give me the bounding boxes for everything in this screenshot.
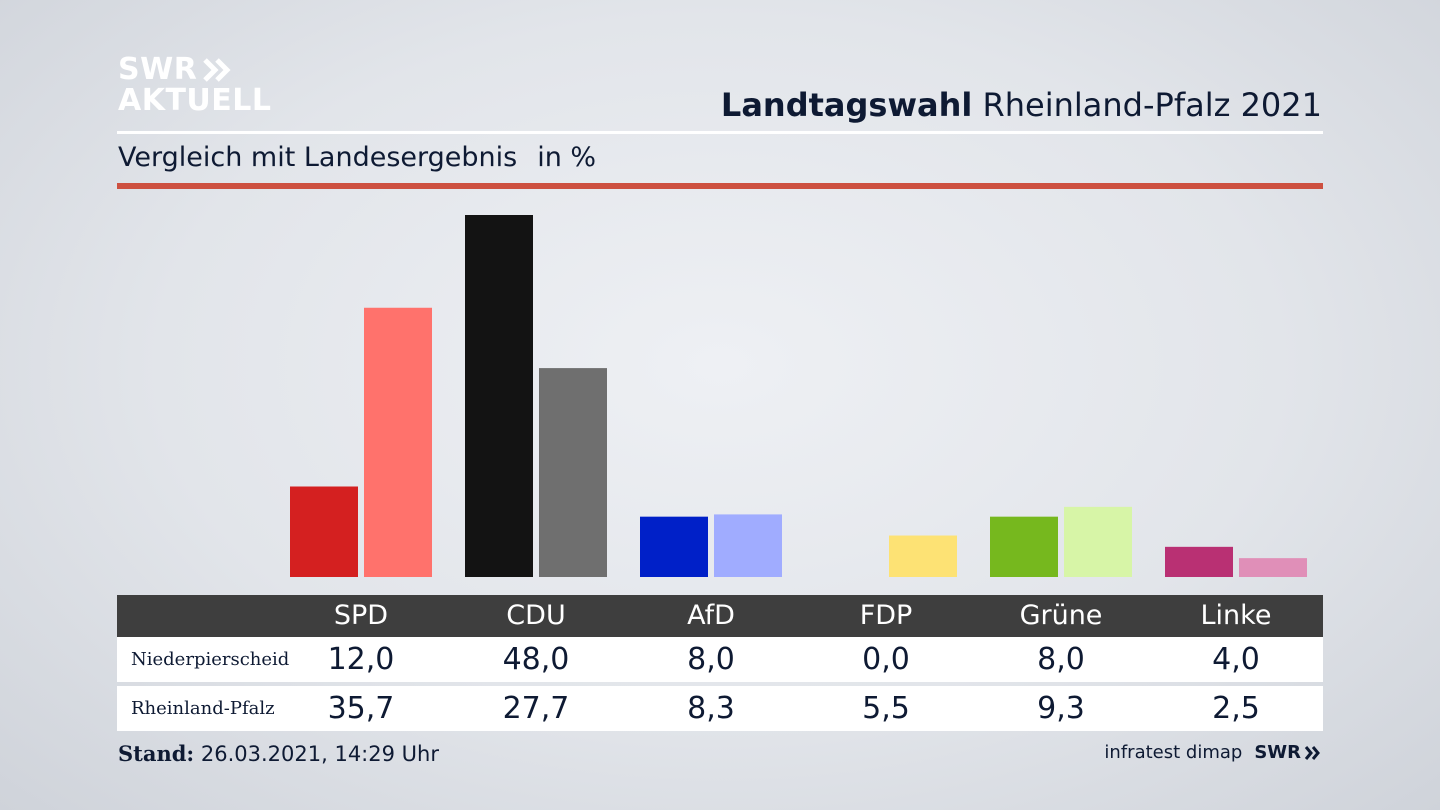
row-label: Rheinland-Pfalz bbox=[131, 698, 275, 719]
double-chevron-icon bbox=[203, 57, 231, 82]
swr-brand: SWR bbox=[1254, 742, 1322, 763]
cell-value: 35,7 bbox=[327, 691, 395, 726]
source-text: infratest dimap bbox=[1104, 742, 1243, 763]
logo-line1: SWR bbox=[118, 52, 198, 87]
bar-gruene-series1 bbox=[990, 516, 1058, 577]
cell-value: 27,7 bbox=[502, 691, 570, 726]
title-divider bbox=[117, 131, 1323, 134]
table-header: SPD CDU AfD FDP Grüne Linke bbox=[117, 595, 1323, 637]
bar-linke-series2 bbox=[1239, 558, 1307, 577]
cell-value: 8,3 bbox=[687, 691, 735, 726]
header-cdu: CDU bbox=[506, 600, 566, 631]
page-title: Landtagswahl Rheinland-Pfalz 2021 bbox=[721, 86, 1322, 124]
table-row: Rheinland-Pfalz 35,7 27,7 8,3 5,5 9,3 2,… bbox=[117, 686, 1323, 731]
title-bold: Landtagswahl bbox=[720, 86, 973, 124]
subtitle-text: Vergleich mit Landesergebnis bbox=[118, 142, 518, 173]
bar-linke-series1 bbox=[1165, 546, 1233, 577]
bar-afd-series1 bbox=[640, 516, 708, 577]
bar-spd-series2 bbox=[364, 307, 432, 577]
header-gruene: Grüne bbox=[1019, 600, 1103, 631]
bar-cdu-series2 bbox=[539, 368, 607, 577]
bar-afd-series2 bbox=[714, 514, 782, 577]
header-afd: AfD bbox=[687, 600, 735, 631]
header-spd: SPD bbox=[333, 600, 389, 631]
bar-fdp-series2 bbox=[889, 535, 957, 577]
accent-divider bbox=[117, 183, 1323, 189]
double-chevron-icon bbox=[1304, 745, 1320, 760]
source-credit: infratest dimap SWR bbox=[1104, 742, 1322, 763]
cell-value: 48,0 bbox=[502, 642, 570, 677]
title-rest: Rheinland-Pfalz 2021 bbox=[982, 86, 1322, 124]
subtitle: Vergleich mit Landesergebnis in % bbox=[118, 142, 596, 173]
cell-value: 5,5 bbox=[862, 691, 910, 726]
stand-value: 26.03.2021, 14:29 Uhr bbox=[200, 742, 439, 766]
header-linke: Linke bbox=[1200, 600, 1272, 631]
bar-gruene-series2 bbox=[1064, 506, 1132, 577]
timestamp: Stand: 26.03.2021, 14:29 Uhr bbox=[118, 741, 439, 766]
row-label: Niederpierscheid bbox=[131, 649, 290, 670]
table-row: Niederpierscheid 12,0 48,0 8,0 0,0 8,0 4… bbox=[117, 637, 1323, 682]
cell-value: 2,5 bbox=[1212, 691, 1260, 726]
cell-value: 8,0 bbox=[1037, 642, 1085, 677]
cell-value: 4,0 bbox=[1212, 642, 1260, 677]
bar-spd-series1 bbox=[290, 486, 358, 577]
logo-line2: AKTUELL bbox=[118, 83, 272, 118]
bar-cdu-series1 bbox=[465, 215, 533, 577]
header-fdp: FDP bbox=[859, 600, 913, 631]
brand-text: SWR bbox=[1254, 742, 1301, 763]
stand-label: Stand: bbox=[118, 741, 195, 766]
swr-aktuell-logo: SWR AKTUELL bbox=[118, 54, 272, 116]
cell-value: 0,0 bbox=[862, 642, 910, 677]
cell-value: 8,0 bbox=[687, 642, 735, 677]
subtitle-unit: in % bbox=[537, 142, 597, 173]
cell-value: 9,3 bbox=[1037, 691, 1085, 726]
bar-chart bbox=[290, 215, 1307, 577]
cell-value: 12,0 bbox=[327, 642, 395, 677]
